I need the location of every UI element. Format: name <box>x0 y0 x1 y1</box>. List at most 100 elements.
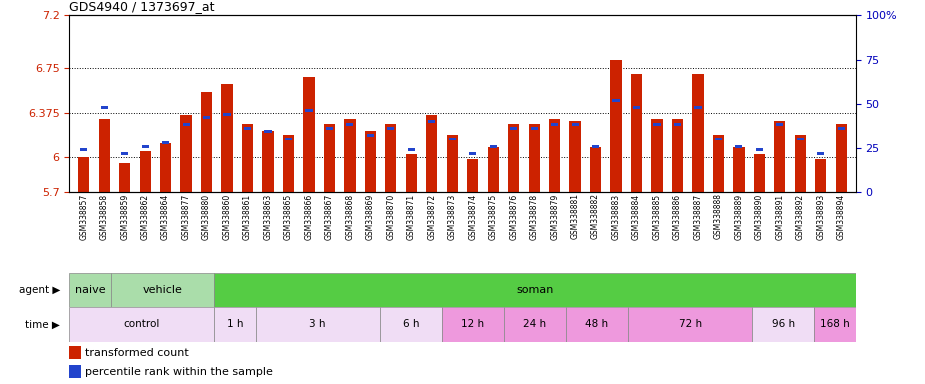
Bar <box>631 74 642 192</box>
Bar <box>344 119 355 192</box>
Bar <box>406 154 417 192</box>
Bar <box>346 123 353 126</box>
Bar <box>224 113 230 116</box>
Bar <box>590 147 601 192</box>
Bar <box>510 127 517 130</box>
Bar <box>796 137 804 141</box>
Bar <box>285 137 292 141</box>
Bar <box>265 131 272 133</box>
Bar <box>610 60 622 192</box>
Bar <box>774 121 785 192</box>
Bar <box>80 148 87 151</box>
Bar <box>305 109 313 112</box>
Text: 48 h: 48 h <box>586 319 609 329</box>
Bar <box>162 141 169 144</box>
Bar <box>69 273 111 307</box>
Text: time ▶: time ▶ <box>25 319 60 329</box>
Bar <box>101 106 108 109</box>
Bar <box>244 127 251 130</box>
Bar <box>160 142 171 192</box>
Text: 3 h: 3 h <box>310 319 326 329</box>
Bar <box>776 123 783 126</box>
Bar <box>303 76 315 192</box>
Bar <box>201 92 212 192</box>
Bar <box>566 307 628 342</box>
Text: 168 h: 168 h <box>820 319 850 329</box>
Bar <box>111 273 215 307</box>
Bar <box>215 273 856 307</box>
Text: soman: soman <box>516 285 553 295</box>
Bar <box>674 123 681 126</box>
Bar <box>119 162 130 192</box>
Text: 1 h: 1 h <box>227 319 243 329</box>
Bar <box>326 127 333 130</box>
Bar <box>504 307 566 342</box>
Bar <box>69 365 81 378</box>
Text: control: control <box>124 319 160 329</box>
Bar <box>78 157 90 192</box>
Bar <box>572 123 579 126</box>
Bar <box>467 159 478 192</box>
Bar <box>754 154 765 192</box>
Bar <box>241 124 253 192</box>
Text: 6 h: 6 h <box>402 319 419 329</box>
Bar <box>221 84 233 192</box>
Bar <box>99 119 110 192</box>
Bar <box>69 346 81 359</box>
Bar <box>817 152 824 155</box>
Bar <box>449 137 456 141</box>
Bar <box>388 127 394 130</box>
Bar <box>142 145 149 147</box>
Bar <box>633 106 640 109</box>
Bar <box>835 124 847 192</box>
Text: transformed count: transformed count <box>85 348 189 358</box>
Bar <box>735 145 743 147</box>
Bar <box>528 124 540 192</box>
Bar <box>628 307 752 342</box>
Bar <box>380 307 442 342</box>
Bar <box>263 131 274 192</box>
Text: 24 h: 24 h <box>524 319 547 329</box>
Bar <box>672 119 684 192</box>
Bar <box>531 127 537 130</box>
Bar <box>549 119 561 192</box>
Bar <box>653 123 660 126</box>
Text: GDS4940 / 1373697_at: GDS4940 / 1373697_at <box>69 0 215 13</box>
Bar <box>489 145 497 147</box>
Bar <box>651 119 662 192</box>
Bar <box>487 147 499 192</box>
Bar <box>215 307 255 342</box>
Bar <box>426 116 438 192</box>
Bar <box>447 136 458 192</box>
Bar <box>551 123 558 126</box>
Text: agent ▶: agent ▶ <box>18 285 60 295</box>
Bar <box>752 307 814 342</box>
Bar <box>364 131 376 192</box>
Text: vehicle: vehicle <box>142 285 182 295</box>
Text: naive: naive <box>75 285 105 295</box>
Bar <box>283 136 294 192</box>
Bar <box>508 124 519 192</box>
Bar <box>182 123 190 126</box>
Bar <box>442 307 504 342</box>
Bar <box>814 307 856 342</box>
Bar <box>838 127 845 130</box>
Bar <box>570 121 581 192</box>
Bar <box>255 307 380 342</box>
Bar <box>612 99 620 102</box>
Bar <box>203 116 210 119</box>
Bar <box>713 136 724 192</box>
Text: 96 h: 96 h <box>771 319 795 329</box>
Bar <box>756 148 763 151</box>
Text: 12 h: 12 h <box>462 319 485 329</box>
Bar <box>715 137 722 141</box>
Bar <box>428 120 436 123</box>
Text: percentile rank within the sample: percentile rank within the sample <box>85 367 273 377</box>
Bar <box>592 145 599 147</box>
Bar <box>469 152 476 155</box>
Bar <box>385 124 397 192</box>
Bar <box>734 147 745 192</box>
Bar <box>408 148 415 151</box>
Text: 72 h: 72 h <box>679 319 702 329</box>
Bar <box>815 159 826 192</box>
